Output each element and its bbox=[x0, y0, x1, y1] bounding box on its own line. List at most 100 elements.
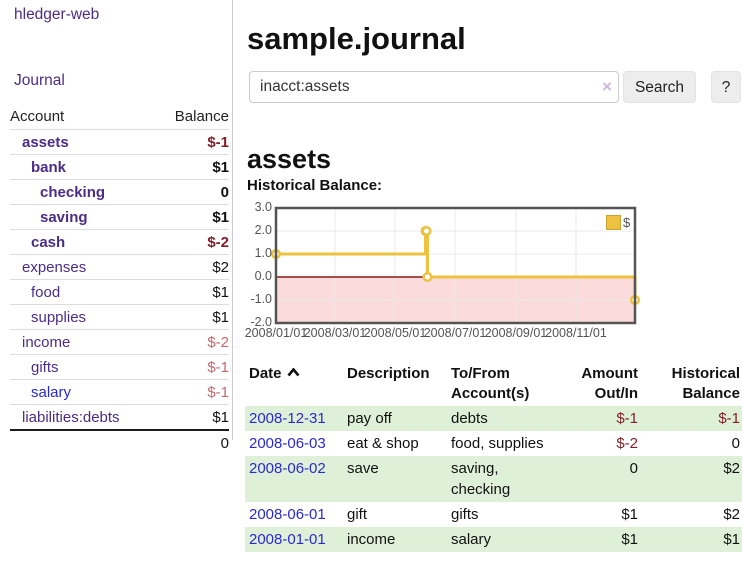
account-link[interactable]: checking bbox=[40, 183, 106, 201]
y-axis-tick-label: 3.0 bbox=[254, 200, 272, 214]
x-axis-tick-label: 2008/03/01 bbox=[303, 326, 367, 340]
register-header-row: Date Description To/From Account(s) Amou… bbox=[245, 362, 742, 406]
transaction-accounts: salary bbox=[451, 531, 492, 548]
account-link[interactable]: bank bbox=[31, 158, 67, 176]
y-axis-tick-label: 2.0 bbox=[254, 223, 272, 237]
app-title-link[interactable]: hledger-web bbox=[14, 6, 100, 23]
column-header-accounts[interactable]: To/From Account(s) bbox=[451, 365, 530, 402]
transaction-balance: 0 bbox=[731, 435, 740, 452]
sidebar: hledger-web Journal Account Balance asse… bbox=[0, 0, 233, 452]
account-balance: $-1 bbox=[207, 383, 229, 401]
account-balance: $1 bbox=[212, 208, 229, 226]
search-button[interactable]: Search bbox=[623, 71, 696, 103]
account-balance: $1 bbox=[212, 408, 229, 426]
account-row: salary $-1 bbox=[10, 379, 229, 404]
x-axis-tick-label: 2008/05/01 bbox=[363, 326, 427, 340]
y-axis-tick-label: -1.0 bbox=[250, 292, 272, 306]
account-row: cash $-2 bbox=[10, 229, 229, 254]
transaction-amount: $1 bbox=[621, 531, 638, 548]
sidebar-item-journal[interactable]: Journal bbox=[14, 72, 65, 89]
accounts-table-body: assets $-1 bank $1 checking 0 saving $1 cash $-2 e… bbox=[10, 129, 229, 429]
account-balance: $-2 bbox=[207, 233, 229, 251]
transaction-accounts: debts bbox=[451, 410, 488, 427]
accounts-table-header: Account Balance bbox=[10, 104, 229, 129]
register-table-body: 2008-12-31 pay off debts $-1 $-1 2008-06-03 ea… bbox=[245, 406, 742, 552]
transaction-date-link[interactable]: 2008-12-31 bbox=[249, 410, 326, 427]
chart-title: Historical Balance: bbox=[247, 177, 383, 194]
transaction-date-link[interactable]: 2008-06-01 bbox=[249, 506, 326, 523]
account-link[interactable]: assets bbox=[22, 133, 69, 151]
transaction-balance: $-1 bbox=[718, 410, 740, 427]
search-input[interactable] bbox=[249, 71, 619, 103]
account-link[interactable]: supplies bbox=[31, 308, 87, 326]
account-balance: $2 bbox=[212, 258, 229, 276]
accounts-header-balance: Balance bbox=[174, 108, 229, 125]
transaction-amount: $1 bbox=[621, 506, 638, 523]
transaction-description: save bbox=[347, 460, 379, 477]
account-link[interactable]: cash bbox=[31, 233, 66, 251]
column-header-amount[interactable]: Amount Out/In bbox=[581, 365, 638, 402]
clear-search-icon[interactable]: × bbox=[602, 77, 612, 96]
x-axis-tick-label: 2008/07/01 bbox=[423, 326, 487, 340]
account-link[interactable]: salary bbox=[31, 383, 72, 401]
sort-ascending-icon bbox=[287, 367, 300, 377]
x-axis-tick-label: 2008/11/01 bbox=[545, 326, 607, 340]
historical-balance-chart: $ 3.0 2.0 1.0 0.0 -1.0 -2.0 2008/01/01 2008/03/… bbox=[240, 200, 642, 348]
y-axis-tick-label: 1.0 bbox=[254, 246, 272, 260]
account-row: gifts $-1 bbox=[10, 354, 229, 379]
chart-legend: $ bbox=[605, 214, 632, 231]
account-row: food $1 bbox=[10, 279, 229, 304]
register-row: 2008-06-03 eat & shop food, supplies $-2 0 bbox=[245, 431, 742, 456]
legend-swatch-icon bbox=[606, 215, 621, 230]
legend-series-label: $ bbox=[623, 215, 631, 230]
account-balance: $1 bbox=[212, 158, 229, 176]
account-link[interactable]: income bbox=[22, 333, 71, 351]
y-axis-tick-label: 0.0 bbox=[254, 269, 272, 283]
transaction-balance: $1 bbox=[723, 531, 740, 548]
register-row: 2008-12-31 pay off debts $-1 $-1 bbox=[245, 406, 742, 431]
x-axis-tick-label: 2008/01/01 bbox=[244, 326, 308, 340]
column-header-balance[interactable]: Historical Balance bbox=[671, 365, 740, 402]
transaction-date-link[interactable]: 2008-06-02 bbox=[249, 460, 326, 477]
accounts-total-value: 0 bbox=[220, 434, 229, 452]
account-balance: $-1 bbox=[207, 133, 229, 151]
account-row: bank $1 bbox=[10, 154, 229, 179]
register-row: 2008-06-01 gift gifts $1 $2 bbox=[245, 502, 742, 527]
transaction-date-link[interactable]: 2008-06-03 bbox=[249, 435, 326, 452]
account-row: expenses $2 bbox=[10, 254, 229, 279]
account-row: income $-2 bbox=[10, 329, 229, 354]
account-balance: $-2 bbox=[207, 333, 229, 351]
transaction-amount: $-1 bbox=[616, 410, 638, 427]
account-link[interactable]: saving bbox=[40, 208, 88, 226]
transaction-description: pay off bbox=[347, 410, 392, 427]
transaction-balance: $2 bbox=[723, 460, 740, 477]
account-row: checking 0 bbox=[10, 179, 229, 204]
account-link[interactable]: gifts bbox=[31, 358, 59, 376]
account-row: saving $1 bbox=[10, 204, 229, 229]
account-link[interactable]: liabilities:debts bbox=[22, 408, 120, 426]
help-button[interactable]: ? bbox=[711, 71, 741, 103]
column-header-date[interactable]: Date bbox=[245, 362, 343, 406]
accounts-table: Account Balance assets $-1 bank $1 checking 0… bbox=[10, 104, 229, 455]
transaction-description: gift bbox=[347, 506, 368, 523]
page-title: sample.journal bbox=[247, 20, 466, 56]
transaction-balance: $2 bbox=[723, 506, 740, 523]
account-link[interactable]: food bbox=[31, 283, 61, 301]
register-row: 2008-06-02 save saving, checking 0 $2 bbox=[245, 456, 742, 502]
register-row: 2008-01-01 income salary $1 $1 bbox=[245, 527, 742, 552]
column-header-description[interactable]: Description bbox=[347, 365, 430, 382]
account-link[interactable]: expenses bbox=[22, 258, 87, 276]
account-row: liabilities:debts $1 bbox=[10, 404, 229, 429]
account-balance: $-1 bbox=[207, 358, 229, 376]
x-axis-tick-label: 2008/09/01 bbox=[484, 326, 548, 340]
transaction-description: income bbox=[347, 531, 396, 548]
y-axis-tick-label: -2.0 bbox=[250, 315, 272, 329]
transaction-accounts: gifts bbox=[451, 506, 479, 523]
account-balance: $1 bbox=[212, 308, 229, 326]
transaction-amount: $-2 bbox=[616, 435, 638, 452]
transaction-date-link[interactable]: 2008-01-01 bbox=[249, 531, 326, 548]
accounts-total-row: 0 bbox=[10, 429, 229, 455]
accounts-header-account: Account bbox=[10, 108, 65, 125]
chart-canvas bbox=[270, 206, 641, 325]
